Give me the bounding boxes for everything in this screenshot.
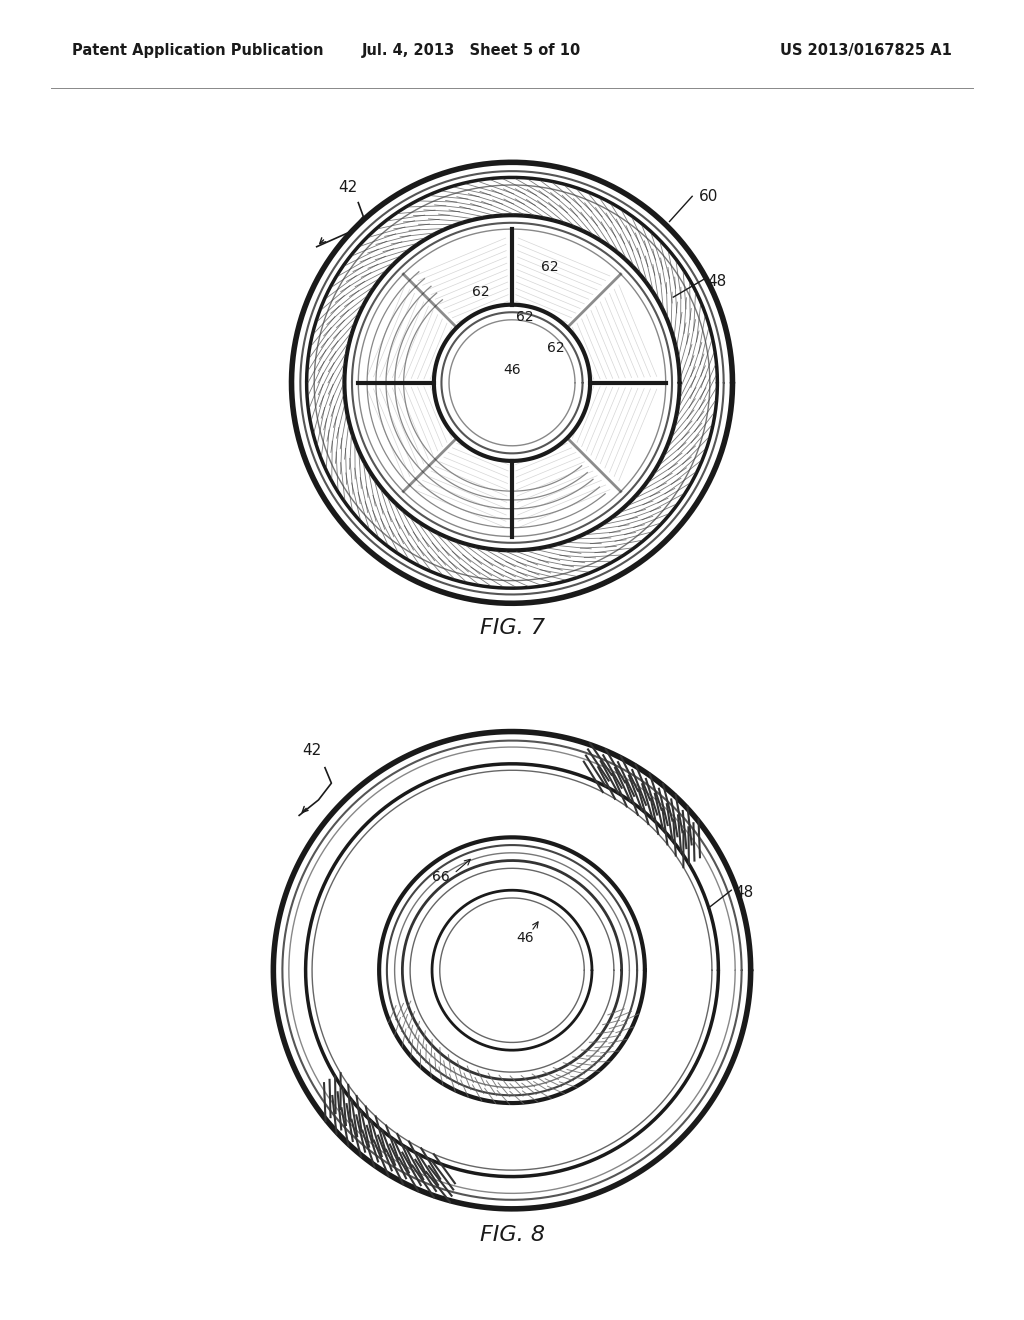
Text: Patent Application Publication: Patent Application Publication xyxy=(72,44,324,58)
Text: US 2013/0167825 A1: US 2013/0167825 A1 xyxy=(780,44,952,58)
Text: 42: 42 xyxy=(302,743,322,759)
Text: 66: 66 xyxy=(432,870,450,884)
Text: FIG. 7: FIG. 7 xyxy=(479,619,545,639)
Text: 62: 62 xyxy=(547,341,565,355)
Text: 46: 46 xyxy=(516,931,534,945)
Text: 48: 48 xyxy=(734,886,753,900)
Text: Jul. 4, 2013   Sheet 5 of 10: Jul. 4, 2013 Sheet 5 of 10 xyxy=(361,44,581,58)
Text: 62: 62 xyxy=(472,285,489,300)
Text: 60: 60 xyxy=(698,189,718,203)
Text: 62: 62 xyxy=(516,310,534,325)
Text: 62: 62 xyxy=(541,260,559,273)
Text: 42: 42 xyxy=(339,180,357,195)
Text: 48: 48 xyxy=(708,275,727,289)
Text: FIG. 8: FIG. 8 xyxy=(479,1225,545,1245)
Text: 46: 46 xyxy=(503,363,521,378)
